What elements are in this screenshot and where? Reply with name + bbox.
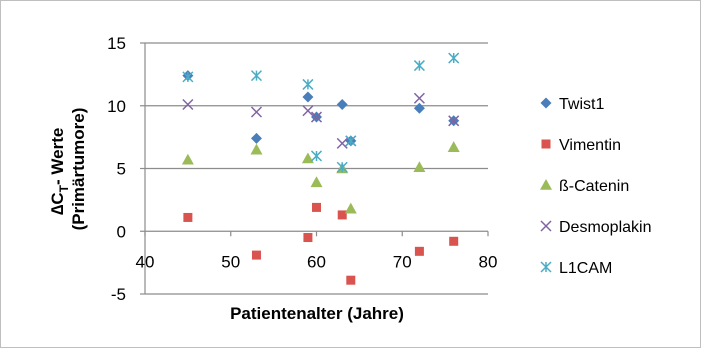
gridlines (145, 42, 488, 295)
x-tick-label: 80 (479, 252, 498, 271)
y-tick-label: 10 (107, 97, 126, 116)
y-axis-title-subscript: T (57, 184, 71, 192)
data-point-vimentin (449, 236, 459, 246)
data-point-catenin (301, 152, 314, 164)
data-point-l1cam (448, 52, 460, 64)
data-point-catenin (310, 176, 323, 188)
x-tick-label: 40 (136, 252, 155, 271)
legend-marker-l1cam (540, 261, 552, 273)
data-point-vimentin (251, 250, 261, 260)
data-point-desmoplakin (310, 111, 323, 123)
axes (140, 42, 489, 295)
data-point-desmoplakin (250, 106, 263, 118)
data-point-l1cam (182, 71, 194, 83)
y-axis-title-delta: ∆C (48, 192, 67, 215)
data-point-vimentin (337, 210, 347, 220)
y-tick-label: 5 (117, 160, 126, 179)
data-point-twist1 (336, 98, 348, 110)
legend-marker-twist1 (540, 97, 552, 109)
data-points (181, 52, 460, 285)
data-point-desmoplakin (336, 137, 348, 149)
y-tick-label: -5 (111, 285, 126, 304)
y-tick-label: 0 (117, 222, 126, 241)
x-tick-label: 50 (221, 252, 240, 271)
data-point-l1cam (345, 135, 357, 147)
data-point-l1cam (302, 78, 314, 90)
data-point-l1cam (310, 150, 323, 162)
data-point-vimentin (312, 202, 321, 212)
y-axis-title: ∆CT- Werte (Primärtumore) (48, 108, 88, 231)
y-axis-title-rest: - Werte (48, 128, 67, 185)
tick-labels: -5 0 5 10 15 40 50 60 70 80 (107, 34, 497, 304)
data-point-catenin (447, 141, 460, 152)
data-point-l1cam (413, 60, 425, 72)
data-point-catenin (250, 143, 263, 155)
data-point-desmoplakin (182, 98, 194, 111)
legend-label-catenin: ß-Catenin (559, 178, 629, 195)
data-point-vimentin (414, 246, 424, 256)
data-point-vimentin (183, 212, 193, 222)
data-point-twist1 (302, 91, 314, 103)
data-point-l1cam (336, 161, 348, 173)
x-tick-label: 70 (393, 252, 412, 271)
x-tick-label: 60 (307, 252, 326, 271)
legend-label-vimentin: Vimentin (559, 137, 621, 154)
legend-label-l1cam: L1CAM (559, 260, 612, 277)
data-point-vimentin (303, 233, 313, 243)
legend-marker-catenin (540, 179, 552, 190)
legend-marker-desmoplakin (540, 220, 552, 232)
legend-label-desmoplakin: Desmoplakin (559, 219, 651, 236)
data-point-vimentin (346, 275, 356, 285)
legend-label-twist1: Twist1 (559, 96, 604, 113)
y-axis-title-line2: (Primärtumore) (69, 108, 88, 231)
data-point-desmoplakin (413, 92, 425, 104)
data-point-l1cam (250, 70, 263, 82)
data-point-catenin (181, 153, 194, 165)
x-axis-title: Patientenalter (Jahre) (230, 304, 404, 323)
legend-marker-vimentin (541, 139, 551, 149)
data-point-desmoplakin (302, 105, 314, 117)
data-point-desmoplakin (448, 115, 460, 127)
y-tick-label: 15 (107, 34, 126, 53)
data-point-catenin (344, 202, 357, 214)
data-point-twist1 (250, 132, 262, 144)
data-point-twist1 (413, 102, 425, 114)
legend: Twist1 Vimentin ß-Catenin Desmoplakin L1CAM (540, 96, 651, 277)
data-point-catenin (413, 161, 426, 173)
